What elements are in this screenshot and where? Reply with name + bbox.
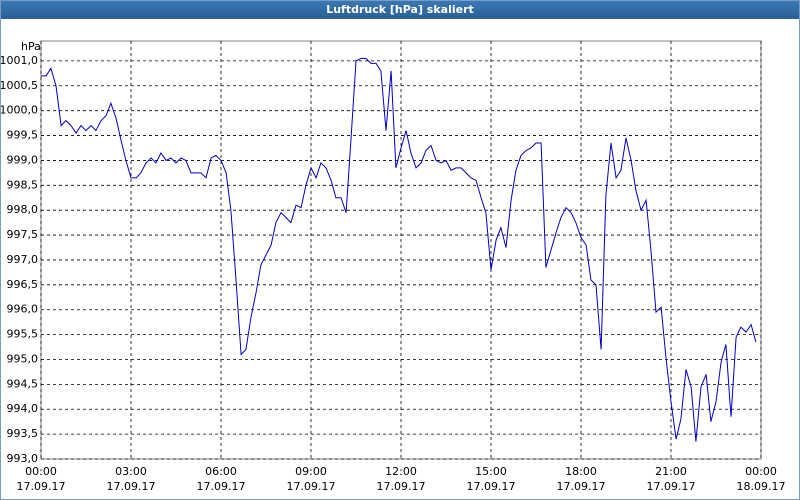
x-tick-label: 03:00 17.09.17 xyxy=(106,465,156,493)
y-tick-label: 994,5 xyxy=(7,377,39,390)
y-tick-label: 995,5 xyxy=(7,328,39,341)
y-tick-label: 999,5 xyxy=(7,129,39,142)
data-line xyxy=(41,57,757,442)
y-tick-label: 998,0 xyxy=(7,203,39,216)
y-tick-label: 1000,0 xyxy=(1,104,38,117)
x-tick-label: 00:00 17.09.17 xyxy=(16,465,66,493)
y-tick-label: 1000,5 xyxy=(1,79,38,92)
x-tick-label: 18:00 17.09.17 xyxy=(556,465,606,493)
x-tick-label: 09:00 17.09.17 xyxy=(286,465,336,493)
y-tick-label: 998,5 xyxy=(7,178,39,191)
y-tick-label: 996,0 xyxy=(7,303,39,316)
x-tick-label: 21:00 17.09.17 xyxy=(646,465,696,493)
y-axis-label: hPa xyxy=(21,40,41,53)
y-tick-label: 1001,0 xyxy=(1,54,38,67)
y-tick-label: 997,0 xyxy=(7,253,39,266)
y-tick-label: 999,0 xyxy=(7,153,39,166)
y-tick-label: 995,0 xyxy=(7,352,39,365)
y-tick-label: 996,5 xyxy=(7,278,39,291)
y-tick-label: 993,5 xyxy=(7,427,39,440)
x-tick-label: 12:00 17.09.17 xyxy=(376,465,426,493)
title-bar: Luftdruck [hPa] skaliert xyxy=(1,1,799,19)
x-tick-label: 00:00 18.09.17 xyxy=(736,465,786,493)
x-tick-label: 15:00 17.09.17 xyxy=(466,465,516,493)
y-tick-label: 993,0 xyxy=(7,452,39,465)
x-tick-label: 06:00 17.09.17 xyxy=(196,465,246,493)
y-tick-label: 994,0 xyxy=(7,402,39,415)
y-tick-label: 997,5 xyxy=(7,228,39,241)
